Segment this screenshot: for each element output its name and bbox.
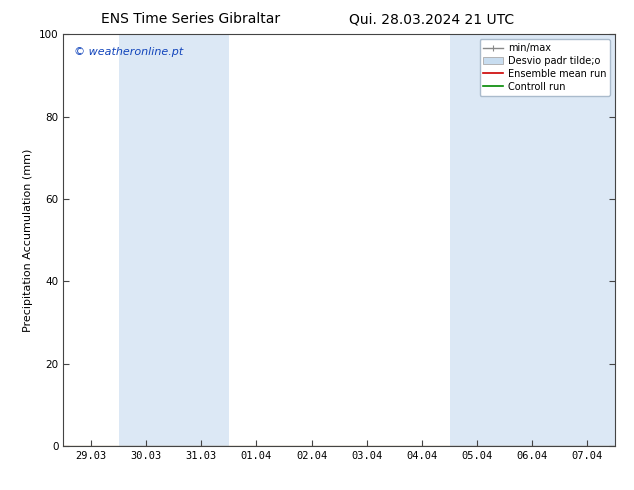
Bar [505,34,560,446]
Legend: min/max, Desvio padr tilde;o, Ensemble mean run, Controll run: min/max, Desvio padr tilde;o, Ensemble m… [479,39,610,96]
Text: © weatheronline.pt: © weatheronline.pt [74,47,184,57]
Text: Qui. 28.03.2024 21 UTC: Qui. 28.03.2024 21 UTC [349,12,514,26]
Bar [174,34,229,446]
Bar [119,34,174,446]
Y-axis label: Precipitation Accumulation (mm): Precipitation Accumulation (mm) [23,148,34,332]
Bar [560,34,615,446]
Text: ENS Time Series Gibraltar: ENS Time Series Gibraltar [101,12,280,26]
Bar [450,34,505,446]
